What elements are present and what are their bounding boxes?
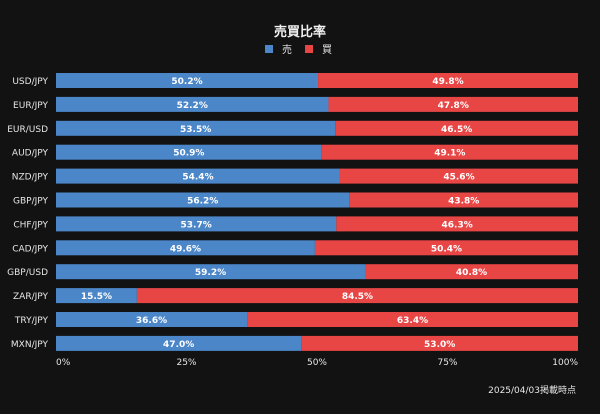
bars-layer: USD/JPY 50.2% 49.8% EUR/JPY 52.2% 47.8% EUR/US… (7, 73, 578, 351)
category-label-aud-jpy: AUD/JPY (12, 149, 49, 159)
bar-sell-nzd-jpy (56, 168, 340, 184)
x-axis: 0% 25% 50% 75% 100% (56, 358, 578, 368)
category-label-mxn-jpy: MXN/JPY (11, 340, 49, 350)
category-label-eur-jpy: EUR/JPY (13, 101, 48, 111)
x-tick-label-4: 100% (552, 358, 578, 368)
data-label-buy-zar-jpy: 84.5% (342, 292, 373, 302)
bar-sell-usd-jpy (56, 73, 319, 88)
bar-buy-mxn-jpy (301, 335, 578, 351)
data-label-buy-usd-jpy: 49.8% (432, 77, 463, 87)
data-label-sell-gbp-jpy: 56.2% (187, 197, 218, 207)
bar-buy-eur-jpy (328, 96, 578, 112)
bar-sell-gbp-jpy (56, 192, 350, 208)
data-label-sell-usd-jpy: 50.2% (171, 77, 202, 87)
data-label-buy-aud-jpy: 49.1% (434, 149, 465, 159)
bar-buy-try-jpy (247, 312, 578, 327)
category-label-chf-jpy: CHF/JPY (13, 220, 48, 230)
bar-buy-gbp-jpy (349, 192, 578, 208)
bar-sell-cad-jpy (56, 240, 315, 256)
category-label-cad-jpy: CAD/JPY (12, 244, 48, 254)
data-label-buy-gbp-usd: 40.8% (456, 268, 487, 278)
bar-buy-nzd-jpy (339, 168, 578, 184)
bar-sell-aud-jpy (56, 144, 322, 160)
bar-sell-mxn-jpy (56, 335, 302, 351)
legend-swatch-buy (305, 45, 313, 53)
bar-buy-zar-jpy (136, 288, 578, 304)
category-label-eur-usd: EUR/USD (7, 125, 48, 135)
bar-buy-chf-jpy (336, 216, 578, 232)
bar-buy-aud-jpy (321, 144, 578, 160)
data-label-sell-zar-jpy: 15.5% (81, 292, 112, 302)
x-tick-label-3: 75% (437, 358, 457, 368)
bar-buy-gbp-usd (365, 264, 578, 280)
legend: 売 買 (265, 43, 332, 56)
data-label-sell-nzd-jpy: 54.4% (182, 173, 213, 183)
chart-title: 売買比率 (274, 24, 326, 40)
x-tick-label-1: 25% (176, 358, 196, 368)
bar-sell-gbp-usd (56, 264, 366, 280)
data-label-buy-cad-jpy: 50.4% (431, 244, 462, 254)
x-tick-label-0: 0% (56, 358, 71, 368)
category-label-gbp-usd: GBP/USD (7, 268, 48, 278)
bar-sell-try-jpy (56, 312, 248, 327)
category-label-try-jpy: TRY/JPY (14, 316, 49, 326)
legend-swatch-sell (265, 45, 273, 53)
data-label-sell-aud-jpy: 50.9% (173, 149, 204, 159)
data-label-sell-eur-usd: 53.5% (180, 125, 211, 135)
legend-label-sell: 売 (282, 43, 292, 56)
bar-sell-chf-jpy (56, 216, 337, 232)
data-label-sell-cad-jpy: 49.6% (170, 244, 201, 254)
data-label-sell-eur-jpy: 52.2% (177, 101, 208, 111)
data-label-sell-gbp-usd: 59.2% (195, 268, 226, 278)
data-label-buy-chf-jpy: 46.3% (442, 220, 473, 230)
data-label-buy-nzd-jpy: 45.6% (443, 173, 474, 183)
data-label-buy-eur-jpy: 47.8% (438, 101, 469, 111)
bar-buy-eur-usd (335, 120, 578, 136)
x-tick-label-2: 50% (307, 358, 327, 368)
bar-sell-eur-usd (56, 120, 336, 136)
category-label-gbp-jpy: GBP/JPY (13, 197, 48, 207)
data-label-sell-try-jpy: 36.6% (136, 316, 167, 326)
data-label-buy-mxn-jpy: 53.0% (424, 340, 455, 350)
data-label-sell-mxn-jpy: 47.0% (163, 340, 194, 350)
category-label-nzd-jpy: NZD/JPY (12, 173, 49, 183)
data-label-buy-eur-usd: 46.5% (441, 125, 472, 135)
data-label-buy-try-jpy: 63.4% (397, 316, 428, 326)
bar-buy-usd-jpy (318, 73, 578, 88)
data-label-buy-gbp-jpy: 43.8% (448, 197, 479, 207)
category-label-usd-jpy: USD/JPY (12, 77, 48, 87)
bar-sell-eur-jpy (56, 96, 329, 112)
legend-label-buy: 買 (322, 44, 332, 56)
data-label-sell-chf-jpy: 53.7% (181, 220, 212, 230)
bar-sell-zar-jpy (56, 288, 137, 304)
bar-buy-cad-jpy (314, 240, 578, 256)
footnote: 2025/04/03掲載時点 (488, 384, 576, 396)
category-label-zar-jpy: ZAR/JPY (13, 292, 48, 302)
